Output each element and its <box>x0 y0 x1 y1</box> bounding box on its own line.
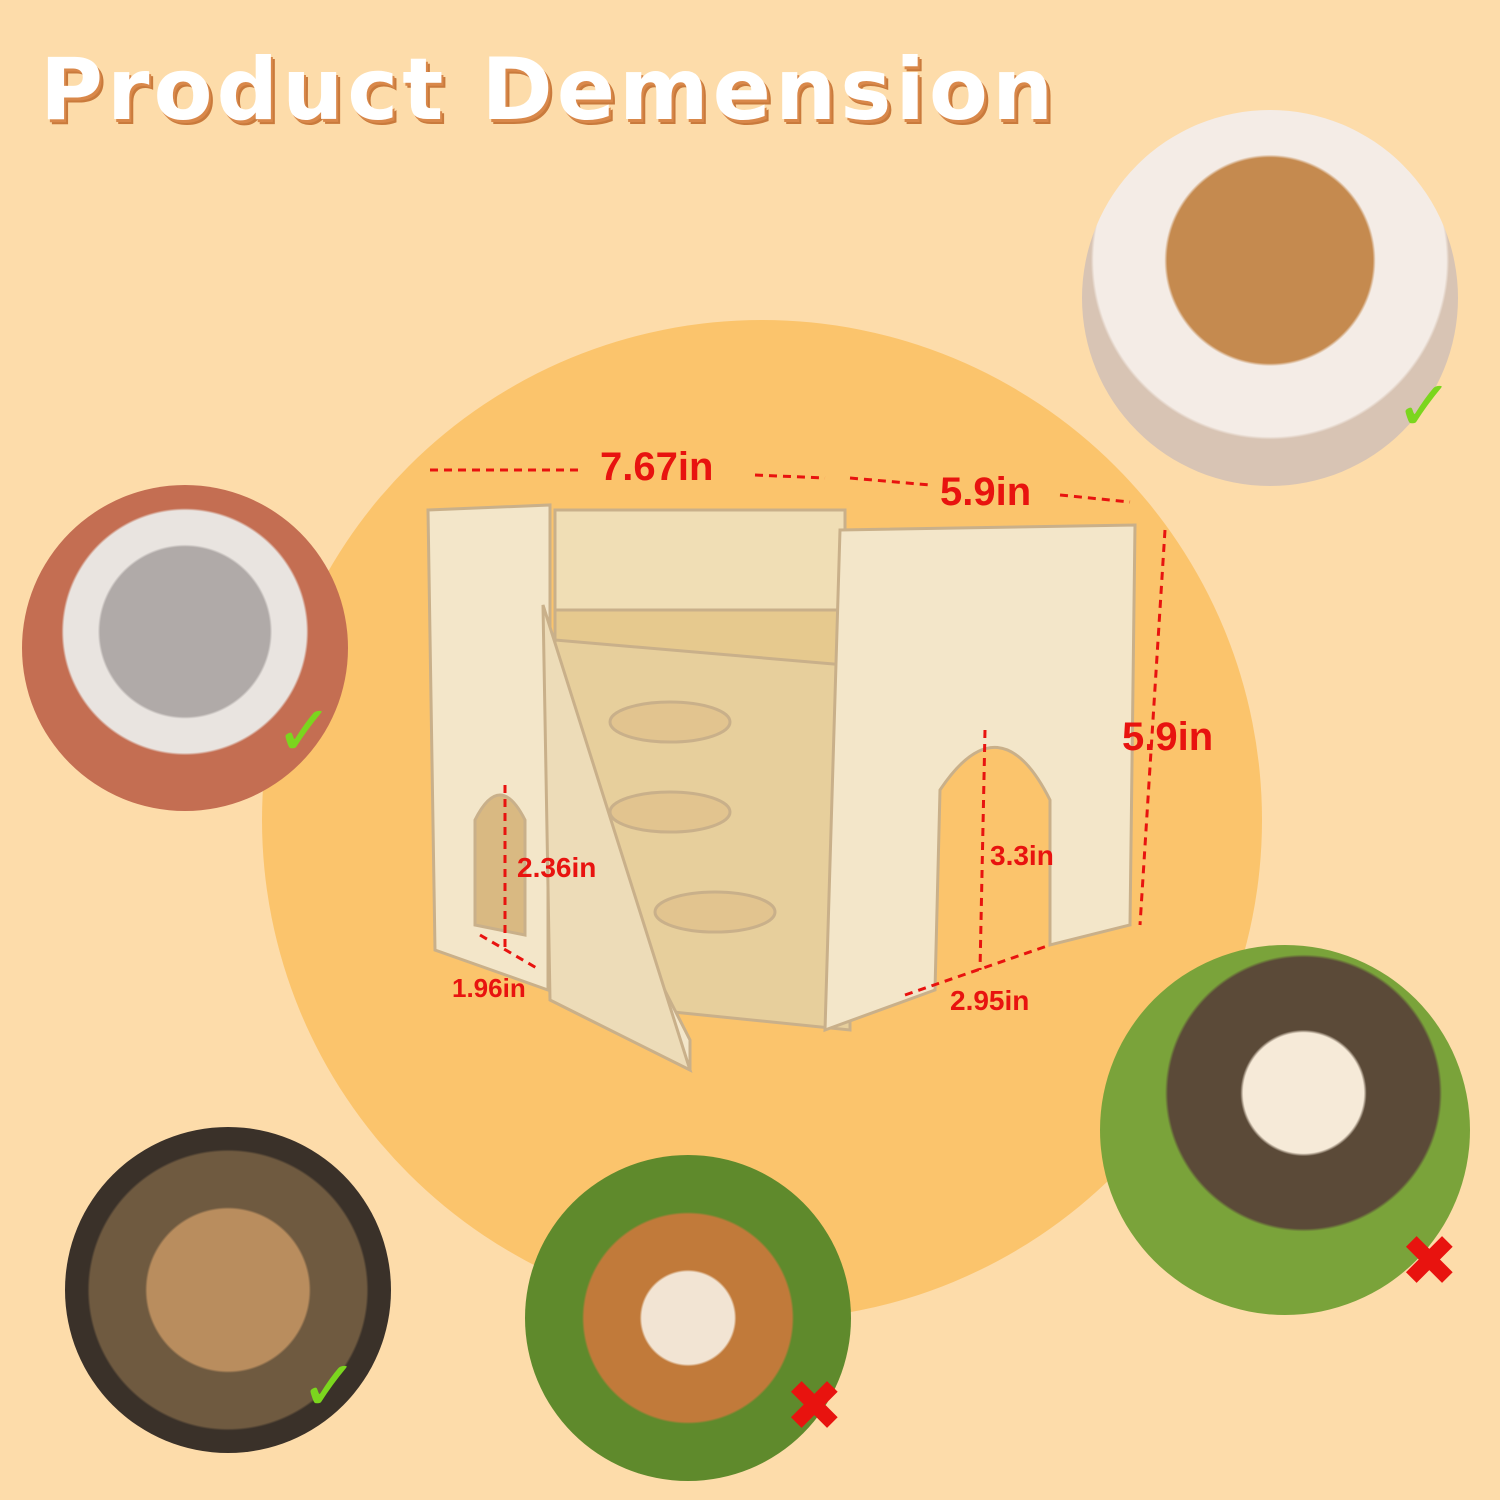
hamster-photo <box>1082 110 1458 486</box>
height-label: 5.9in <box>1122 715 1214 759</box>
check-icon: ✓ <box>275 690 334 772</box>
cross-icon: ✖ <box>785 1365 844 1447</box>
left-arch-height-label: 2.36in <box>517 852 597 883</box>
check-icon: ✓ <box>300 1345 359 1427</box>
depth-label: 5.9in <box>940 470 1032 514</box>
guinea-pig-photo <box>525 1155 851 1481</box>
check-icon: ✓ <box>1395 365 1454 447</box>
left-arch-width-label: 1.96in <box>452 973 526 1003</box>
page-title: Product Demension <box>40 40 1058 140</box>
right-arch-height-label: 3.3in <box>990 840 1054 871</box>
ferret-photo <box>1100 945 1470 1315</box>
dwarf-hamster-photo <box>22 485 348 811</box>
width-label: 7.67in <box>600 445 714 489</box>
right-arch-width-label: 2.95in <box>950 985 1030 1016</box>
gerbil-photo <box>65 1127 391 1453</box>
cross-icon: ✖ <box>1400 1220 1459 1302</box>
